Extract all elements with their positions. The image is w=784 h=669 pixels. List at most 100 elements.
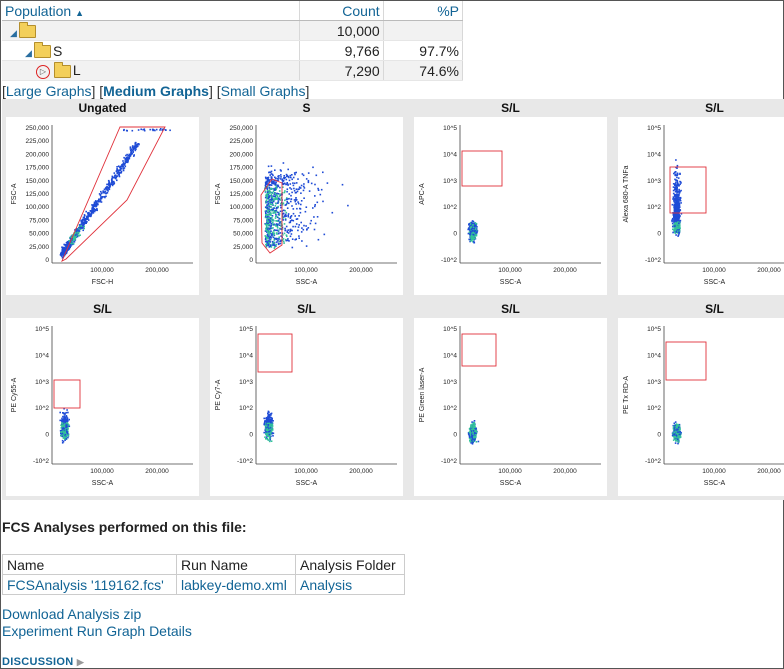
population-table-header: Population ▲ Count %P [2, 1, 464, 21]
x-tick-label: 100,000 [90, 267, 114, 274]
run-name-link[interactable]: labkey-demo.xml [181, 576, 287, 593]
gate-rectangle [257, 333, 293, 373]
gate-rectangle [461, 150, 503, 187]
event-dots [263, 410, 275, 443]
action-links: Download Analysis zip Experiment Run Gra… [2, 606, 192, 640]
plot-title: S/L [705, 101, 724, 115]
flow-plot: S/L 10^5 10^4 10^3 10^2 0 -10^2 100,000 200,000 S… [414, 101, 607, 295]
gate-rectangle [665, 341, 707, 381]
y-tick-label: 100,000 [230, 204, 254, 211]
flow-plot: S/L 10^5 10^4 10^3 10^2 0 -10^2 100,000 200,000 S… [414, 302, 607, 496]
x-axis-label: SSC-A [296, 480, 318, 487]
y-axis-label: FSC-A [11, 183, 18, 204]
medium-graphs-link[interactable]: Medium Graphs [103, 83, 209, 99]
x-tick-label: 100,000 [294, 468, 318, 475]
y-tick-label: 0 [249, 432, 253, 439]
y-tick-label: 0 [657, 432, 661, 439]
x-tick-label: 200,000 [553, 267, 577, 274]
y-tick-label: -10^2 [645, 458, 661, 465]
population-row[interactable]: ◢ 10,000 [2, 20, 464, 41]
x-tick-label: 100,000 [498, 267, 522, 274]
y-tick-label: 10^3 [647, 178, 661, 185]
y-tick-label: -10^2 [441, 257, 457, 264]
sort-ascending-icon: ▲ [75, 7, 84, 18]
download-analysis-zip-link[interactable]: Download Analysis zip [2, 606, 142, 622]
percent-column-header[interactable]: %P [383, 1, 464, 21]
small-graphs-link[interactable]: Small Graphs [220, 83, 306, 99]
gate-polygon [61, 126, 166, 262]
y-tick-label: 150,000 [26, 178, 50, 185]
x-tick-label: 200,000 [757, 267, 781, 274]
y-tick-label: 10^4 [647, 352, 661, 359]
graph-size-selector: [Large Graphs] [Medium Graphs] [Small Gr… [2, 83, 310, 99]
y-tick-label: 225,000 [230, 138, 254, 145]
y-tick-label: 10^2 [443, 405, 457, 412]
gate-rectangle [53, 379, 81, 409]
plot-title: S/L [297, 302, 316, 316]
plot-title: S [302, 101, 310, 115]
y-tick-label: 10^2 [35, 405, 49, 412]
folder-icon [53, 62, 71, 79]
y-tick-label: 0 [249, 257, 253, 264]
population-row[interactable]: ◢ S 9,766 97.7% [2, 40, 464, 61]
y-tick-label: 10^5 [443, 125, 457, 132]
y-axis-label: Alexa 680-A TNFa [623, 165, 630, 222]
collapse-triangle-icon[interactable]: ◢ [25, 47, 32, 58]
y-tick-label: -10^2 [441, 458, 457, 465]
y-axis-label: APC-A [419, 183, 426, 205]
x-axis-label: SSC-A [500, 279, 522, 286]
plot-background [210, 318, 403, 496]
expand-triangle-icon[interactable]: ▷ [36, 64, 50, 79]
plot-background [210, 117, 403, 295]
y-tick-label: 0 [453, 231, 457, 238]
y-tick-label: 125,000 [26, 191, 50, 198]
event-dots [671, 159, 683, 237]
x-tick-label: 100,000 [90, 468, 114, 475]
count-column-header[interactable]: Count [299, 1, 384, 21]
x-axis-label: SSC-A [500, 480, 522, 487]
folder-icon [19, 22, 36, 39]
population-column-header[interactable]: Population ▲ [2, 1, 301, 21]
analysis-folder-link[interactable]: Analysis [300, 576, 353, 593]
y-tick-label: 10^4 [443, 352, 457, 359]
y-tick-label: -10^2 [645, 257, 661, 264]
event-dots [467, 220, 479, 244]
analysis-name-link[interactable]: FCSAnalysis '119162.fcs' [7, 576, 164, 593]
plot-background [414, 318, 607, 496]
analyses-title: FCS Analyses performed on this file: [2, 519, 247, 535]
event-dots [59, 407, 71, 444]
y-tick-label: 175,000 [26, 165, 50, 172]
table-row: FCSAnalysis '119162.fcs' labkey-demo.xml… [2, 574, 405, 595]
x-tick-label: 100,000 [702, 468, 726, 475]
y-tick-label: 10^5 [647, 326, 661, 333]
x-tick-label: 200,000 [145, 468, 169, 475]
population-name: S [53, 42, 63, 59]
discussion-toggle[interactable]: DISCUSSION ▶ [2, 656, 85, 668]
experiment-run-graph-link[interactable]: Experiment Run Graph Details [2, 623, 192, 639]
y-tick-label: -10^2 [237, 458, 253, 465]
flow-plot: S/L 10^5 10^4 10^3 10^2 0 -10^2 100,000 200,000 S… [210, 302, 403, 496]
population-count: 7,290 [299, 60, 384, 81]
y-tick-label: 250,000 [230, 125, 254, 132]
population-row[interactable]: ▷ L 7,290 74.6% [2, 60, 464, 81]
y-tick-label: 75,000 [233, 217, 253, 224]
y-tick-label: 10^4 [35, 352, 49, 359]
event-dots [264, 162, 349, 249]
x-tick-label: 200,000 [349, 267, 373, 274]
y-tick-label: 50,000 [233, 231, 253, 238]
y-tick-label: 10^4 [239, 352, 253, 359]
x-tick-label: 100,000 [702, 267, 726, 274]
plot-title: Ungated [79, 101, 127, 115]
x-tick-label: 200,000 [553, 468, 577, 475]
y-tick-label: 10^3 [239, 379, 253, 386]
y-tick-label: 10^5 [239, 326, 253, 333]
event-dots [467, 420, 480, 445]
plot-background [414, 117, 607, 295]
collapse-triangle-icon[interactable]: ◢ [10, 27, 17, 38]
analysis-folder-column-header: Analysis Folder [295, 554, 405, 575]
large-graphs-link[interactable]: Large Graphs [5, 83, 92, 99]
plot-background [6, 117, 199, 295]
folder-icon [34, 42, 51, 59]
x-tick-label: 200,000 [757, 468, 781, 475]
x-tick-label: 100,000 [498, 468, 522, 475]
